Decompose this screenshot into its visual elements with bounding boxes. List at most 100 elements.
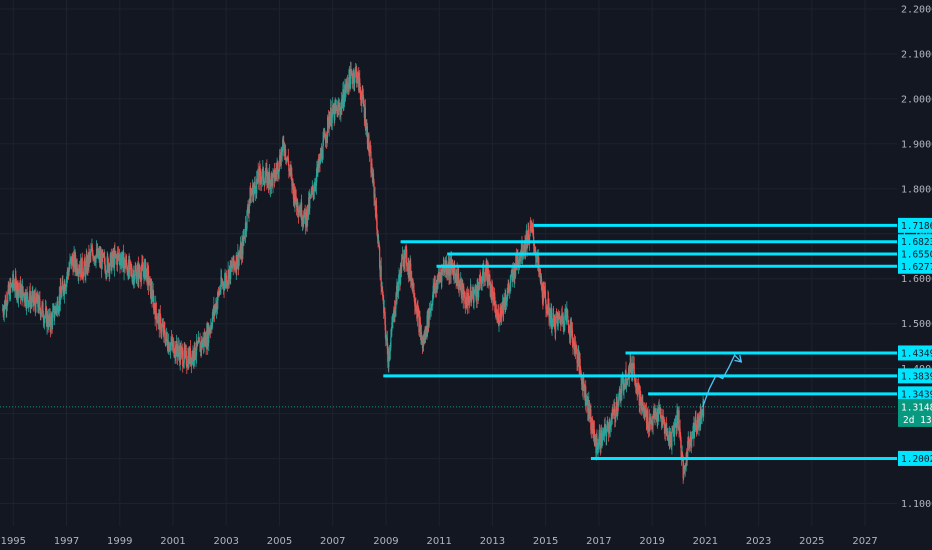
- candle-body: [607, 420, 609, 425]
- candle-body: [485, 270, 487, 275]
- candle-body: [290, 171, 292, 174]
- candle-body: [271, 173, 273, 177]
- candle-body: [123, 263, 125, 272]
- candle-body: [370, 151, 372, 173]
- time-axis[interactable]: 1995 1997 1999 2001 2003 2005 2007 2009 2011 2013…: [1, 536, 878, 547]
- candle-body: [136, 277, 138, 283]
- candle-body: [148, 284, 150, 287]
- candle-body: [606, 428, 608, 437]
- candle-body: [164, 329, 166, 339]
- candle-body: [223, 281, 226, 290]
- candle-body: [154, 303, 156, 310]
- candle-body: [351, 72, 353, 79]
- candle-body: [104, 256, 106, 265]
- candle-body: [272, 173, 274, 186]
- candle-body: [680, 434, 682, 441]
- candle-body: [153, 295, 155, 310]
- candle-body: [82, 273, 84, 277]
- candle-body: [475, 299, 478, 301]
- candle-body: [619, 389, 621, 394]
- candle-body: [559, 316, 561, 322]
- candle-body: [345, 87, 347, 94]
- candle-body: [430, 304, 432, 310]
- candle-body: [393, 307, 396, 318]
- candle-body: [28, 302, 30, 307]
- candle-body: [452, 268, 454, 270]
- candle-body: [498, 323, 500, 325]
- candle-body: [195, 340, 198, 356]
- price-tick-label: 1.60000: [901, 274, 932, 285]
- candle-body: [593, 429, 595, 444]
- candle-body: [418, 317, 421, 333]
- level-price-text: 1.68230: [901, 237, 932, 248]
- candle-body: [61, 289, 63, 298]
- candle-body: [184, 350, 186, 354]
- level-price-tag: [898, 450, 932, 466]
- candle-body: [49, 313, 51, 327]
- candle-body: [315, 186, 317, 187]
- candle-body: [597, 444, 600, 447]
- candle-body: [359, 78, 361, 89]
- candle-body: [64, 288, 67, 291]
- candle-body: [444, 265, 446, 273]
- candle-body: [625, 370, 627, 386]
- candle-body: [180, 348, 182, 360]
- candle-body: [141, 262, 143, 272]
- candle-body: [277, 162, 279, 175]
- candle-body: [217, 291, 220, 293]
- level-price-labels: 1.71868 1.682301.65502 1.62773 1.43492 1.383…: [898, 217, 932, 466]
- candle-body: [546, 313, 549, 314]
- candle-body: [68, 269, 70, 276]
- candle-body: [210, 325, 212, 328]
- candle-body: [171, 338, 173, 343]
- candle-body: [236, 255, 238, 269]
- candle-body: [652, 417, 654, 426]
- time-tick-label: 2013: [480, 536, 505, 547]
- candle-body: [42, 317, 45, 321]
- candle-body: [399, 264, 402, 284]
- level-price-text: 1.43492: [901, 348, 932, 359]
- candle-body: [457, 282, 459, 286]
- candle-body: [609, 427, 611, 430]
- candle-body: [521, 241, 523, 258]
- level-price-text: 1.71868: [901, 221, 932, 232]
- horizontal-levels[interactable]: [383, 223, 897, 460]
- candle-body: [491, 287, 493, 298]
- candle-body: [321, 149, 323, 160]
- candle-body: [476, 284, 478, 300]
- candle-body: [585, 404, 587, 406]
- candle-body: [696, 416, 699, 432]
- candle-body: [345, 80, 348, 88]
- candle-body: [453, 268, 455, 279]
- candle-body: [255, 193, 257, 195]
- candle-body: [567, 315, 569, 324]
- candle-body: [571, 328, 573, 331]
- candle-body: [168, 342, 170, 352]
- candle-body: [415, 309, 417, 310]
- candle-body: [46, 314, 49, 324]
- candle-body: [390, 331, 392, 337]
- candle-body: [517, 256, 519, 266]
- candle-body: [134, 270, 136, 279]
- candle-body: [362, 89, 364, 95]
- level-price-tag: [898, 246, 932, 262]
- candle-body: [94, 256, 96, 261]
- candle-body: [597, 446, 599, 450]
- candle-body: [519, 257, 521, 258]
- candle-body: [135, 270, 137, 283]
- candle-body: [144, 260, 147, 279]
- candle-body: [500, 305, 503, 319]
- candle-body: [467, 293, 469, 300]
- candle-body: [196, 342, 199, 347]
- candle-body: [261, 178, 263, 180]
- candle-body: [574, 350, 576, 354]
- candle-body: [311, 190, 313, 192]
- candle-body: [22, 293, 25, 295]
- candle-body: [157, 315, 159, 322]
- candle-body: [14, 290, 16, 291]
- candle-body: [479, 274, 481, 276]
- candle-body: [170, 343, 172, 345]
- candle-body: [563, 324, 565, 326]
- time-tick-label: 2005: [267, 536, 292, 547]
